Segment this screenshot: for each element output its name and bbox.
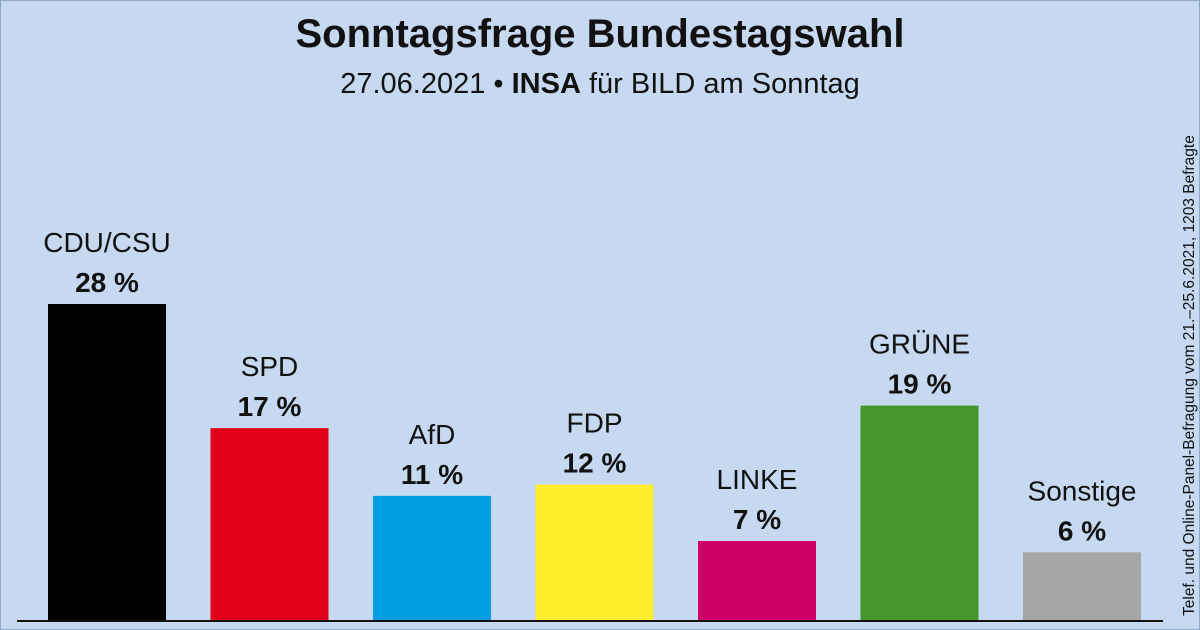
category-label-3: FDP: [567, 408, 623, 439]
chart-subtitle: 27.06.2021 • INSA für BILD am Sonntag: [0, 68, 1200, 101]
category-label-6: Sonstige: [1028, 475, 1137, 506]
subtitle-separator: •: [493, 68, 504, 100]
category-label-4: LINKE: [717, 464, 798, 495]
category-label-2: AfD: [409, 419, 456, 450]
category-label-0: CDU/CSU: [43, 227, 171, 258]
value-label-2: 11 %: [401, 459, 463, 490]
poll-client: für BILD am Sonntag: [588, 68, 860, 100]
x-axis-line: [17, 620, 1163, 622]
bar-0: [48, 304, 166, 620]
category-label-1: SPD: [241, 351, 299, 382]
category-label-5: GRÜNE: [869, 329, 970, 360]
poll-date: 27.06.2021: [340, 68, 486, 100]
value-label-5: 19 %: [888, 369, 952, 400]
bar-6: [1023, 552, 1141, 620]
poll-institute: INSA: [511, 68, 581, 100]
value-label-1: 17 %: [238, 391, 302, 422]
bar-3: [535, 484, 654, 620]
value-label-0: 28 %: [75, 267, 139, 298]
bar-1: [210, 428, 329, 620]
value-label-4: 7 %: [733, 504, 781, 535]
bar-4: [698, 541, 816, 620]
bar-5: [860, 405, 979, 620]
bar-2: [373, 495, 491, 620]
value-label-6: 6 %: [1058, 515, 1106, 546]
chart-title: Sonntagsfrage Bundestagswahl: [295, 12, 905, 56]
value-label-3: 12 %: [563, 448, 627, 479]
